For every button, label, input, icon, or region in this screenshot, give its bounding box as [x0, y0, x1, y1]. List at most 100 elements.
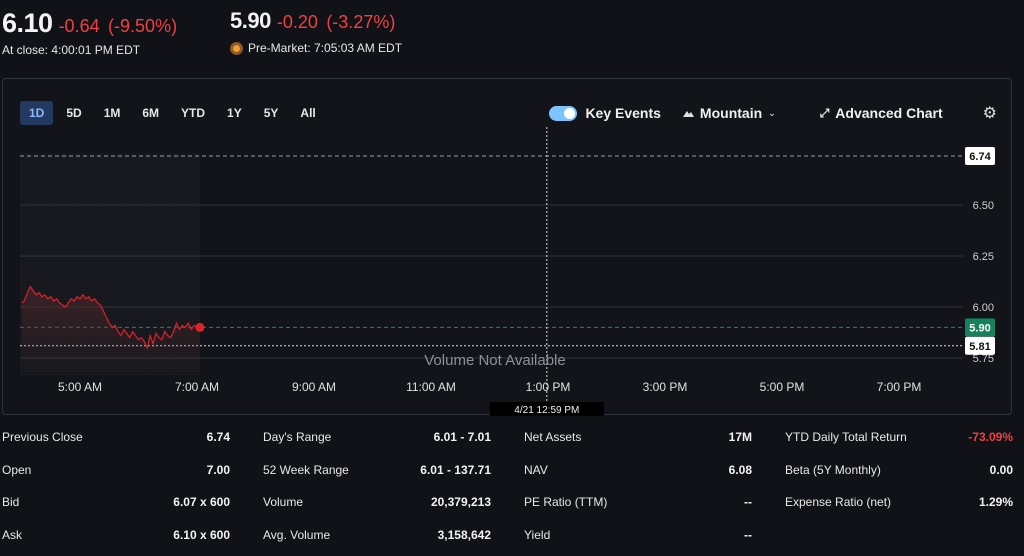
advanced-chart-label: Advanced Chart — [835, 105, 943, 121]
crosshair-time-label: 4/21 12:59 PM — [514, 405, 579, 416]
stat-label: PE Ratio (TTM) — [524, 495, 608, 509]
stat-label: Day's Range — [263, 430, 332, 444]
current-price-badge-bg — [965, 318, 995, 337]
stat-label: Bid — [2, 495, 20, 509]
range-button-ytd[interactable]: YTD — [181, 106, 206, 120]
range-button-1y[interactable]: 1Y — [227, 106, 242, 120]
stat-value: 6.10 x 600 — [173, 527, 230, 542]
premarket-time: Pre-Market: 7:05:03 AM EDT — [248, 41, 403, 55]
close-time: At close: 4:00:01 PM EDT — [2, 43, 141, 57]
mountain-label: Mountain — [699, 105, 763, 121]
stat-value: 20,379,213 — [430, 495, 491, 509]
stat-row: Expense Ratio (net) 1.29% — [785, 488, 1013, 521]
y-tick-label: 6.00 — [973, 302, 994, 314]
key-events-toggle[interactable]: Key Events — [549, 105, 661, 121]
price-chart[interactable]: 6.50 6.25 6.00 5.75 Volume Not Available 5:00… — [3, 79, 1013, 416]
stat-value: 6.07 x 600 — [173, 495, 230, 509]
stat-label: 52 Week Range — [263, 462, 349, 477]
range-selector: 1D 5D 1M 6M YTD 1Y 5Y All — [20, 101, 325, 125]
stat-row: Beta (5Y Monthly) 0.00 — [785, 456, 1013, 489]
stat-label: Beta (5Y Monthly) — [785, 462, 881, 477]
stat-label: NAV — [524, 462, 548, 477]
range-button-1d[interactable]: 1D — [20, 101, 54, 125]
close-price: 6.10 — [2, 8, 53, 38]
premarket-change: -0.20 — [276, 12, 318, 32]
stat-label: Volume — [263, 495, 304, 509]
premarket-price: 5.90 — [230, 8, 271, 33]
stats-column: Net Assets 17M NAV 6.08 PE Ratio (TTM) -- Yiel… — [524, 423, 752, 553]
stat-row: PE Ratio (TTM) -- — [524, 488, 752, 521]
stats-grid: Previous Close 6.74 Open 7.00 Bid 6.07 x 600 A… — [2, 423, 1016, 553]
stat-row: 52 Week Range 6.01 - 137.71 — [263, 456, 491, 489]
chart-panel: 6.50 6.25 6.00 5.75 Volume Not Available 5:00… — [2, 78, 1013, 416]
stat-value: 3,158,642 — [437, 527, 491, 542]
close-quote: 6.10 -0.64 (-9.50%) At close: 4:00:01 PM … — [2, 8, 177, 57]
mountain-icon — [682, 110, 694, 117]
stats-column: Day's Range 6.01 - 7.01 52 Week Range 6.01 … — [263, 423, 491, 553]
x-tick-label: 7:00 PM — [877, 380, 922, 394]
stat-row: NAV 6.08 — [524, 456, 752, 489]
previous-close-badge-bg — [965, 147, 995, 166]
stat-row: Volume 20,379,213 — [263, 488, 491, 521]
x-tick-label: 11:00 AM — [406, 380, 456, 394]
y-tick-label: 6.25 — [973, 251, 994, 263]
price-area — [21, 286, 200, 375]
stat-value: 6.01 - 137.71 — [420, 462, 491, 477]
volume-not-available: Volume Not Available — [424, 352, 565, 369]
stat-value: -- — [744, 495, 752, 509]
range-button-5y[interactable]: 5Y — [263, 106, 279, 120]
stat-label: Previous Close — [2, 430, 83, 444]
range-button-1m[interactable]: 1M — [103, 106, 121, 120]
stat-value: 6.01 - 7.01 — [433, 430, 491, 444]
y-tick-label: 5.75 — [973, 353, 994, 365]
x-tick-label: 9:00 AM — [292, 380, 336, 394]
stat-row: Previous Close 6.74 — [2, 423, 230, 456]
x-tick-label: 5:00 AM — [58, 380, 102, 394]
stat-value: -- — [744, 527, 752, 542]
stat-label: Ask — [2, 527, 23, 542]
close-change-pct: (-9.50%) — [108, 16, 178, 36]
stat-label: Net Assets — [524, 430, 582, 444]
x-tick-label: 5:00 PM — [760, 380, 805, 394]
stat-row: Ask 6.10 x 600 — [2, 521, 230, 554]
mountain-dropdown[interactable]: Mountain ⌄ — [682, 105, 776, 121]
x-tick-label: 3:00 PM — [643, 380, 688, 394]
stat-row: Day's Range 6.01 - 7.01 — [263, 423, 491, 456]
stat-value: 17M — [728, 430, 752, 444]
last-price-dot — [195, 322, 205, 332]
stat-row: Bid 6.07 x 600 — [2, 488, 230, 521]
stat-row: Net Assets 17M — [524, 423, 752, 456]
chart-settings-button[interactable]: ⚙ — [983, 103, 997, 123]
range-button-5d[interactable]: 5D — [66, 106, 82, 120]
premarket-quote: 5.90 -0.20 (-3.27%) Pre-Market: 7:05:03 A… — [230, 8, 402, 55]
stat-row: Avg. Volume 3,158,642 — [263, 521, 491, 554]
price-line — [21, 285, 200, 350]
stats-column: YTD Daily Total Return -73.09% Beta (5Y Mo… — [785, 423, 1013, 553]
range-button-6m[interactable]: 6M — [142, 106, 160, 120]
x-tick-label: 7:00 AM — [175, 380, 219, 394]
y-tick-label: 6.50 — [973, 200, 994, 212]
stat-row: YTD Daily Total Return -73.09% — [785, 423, 1013, 456]
previous-close-badge: 6.74 — [969, 151, 991, 163]
range-button-all[interactable]: All — [300, 106, 316, 120]
stat-label: Avg. Volume — [263, 527, 331, 542]
crosshair-price-badge: 5.81 — [969, 341, 990, 353]
stat-value: 7.00 — [206, 462, 230, 477]
close-change: -0.64 — [58, 16, 100, 36]
crosshair-time-bg — [489, 402, 604, 416]
current-price-badge: 5.90 — [969, 322, 990, 334]
premarket-change-pct: (-3.27%) — [326, 12, 396, 32]
stat-label: Expense Ratio (net) — [785, 495, 892, 509]
stat-row: Open 7.00 — [2, 456, 230, 489]
stat-value: 0.00 — [989, 462, 1013, 477]
stat-label: YTD Daily Total Return — [785, 430, 907, 444]
expand-icon: ⤢ — [819, 105, 830, 120]
stat-value: -73.09% — [968, 430, 1013, 444]
chevron-down-icon: ⌄ — [768, 107, 776, 118]
stat-value: 6.08 — [728, 462, 752, 477]
stat-row: Yield -- — [524, 521, 752, 554]
crosshair-price-badge-bg — [965, 336, 995, 355]
toggle-switch-icon[interactable] — [549, 105, 578, 121]
advanced-chart-button[interactable]: ⤢ Advanced Chart — [820, 105, 943, 121]
stat-value: 1.29% — [978, 495, 1013, 509]
